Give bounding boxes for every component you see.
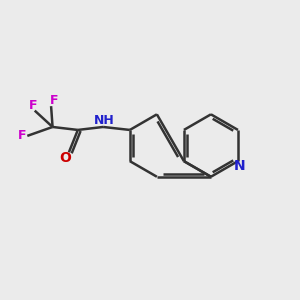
Text: F: F: [18, 129, 26, 142]
Text: F: F: [29, 99, 38, 112]
Text: NH: NH: [94, 114, 115, 127]
Text: N: N: [234, 160, 245, 173]
Text: F: F: [50, 94, 58, 107]
Text: O: O: [59, 151, 71, 165]
